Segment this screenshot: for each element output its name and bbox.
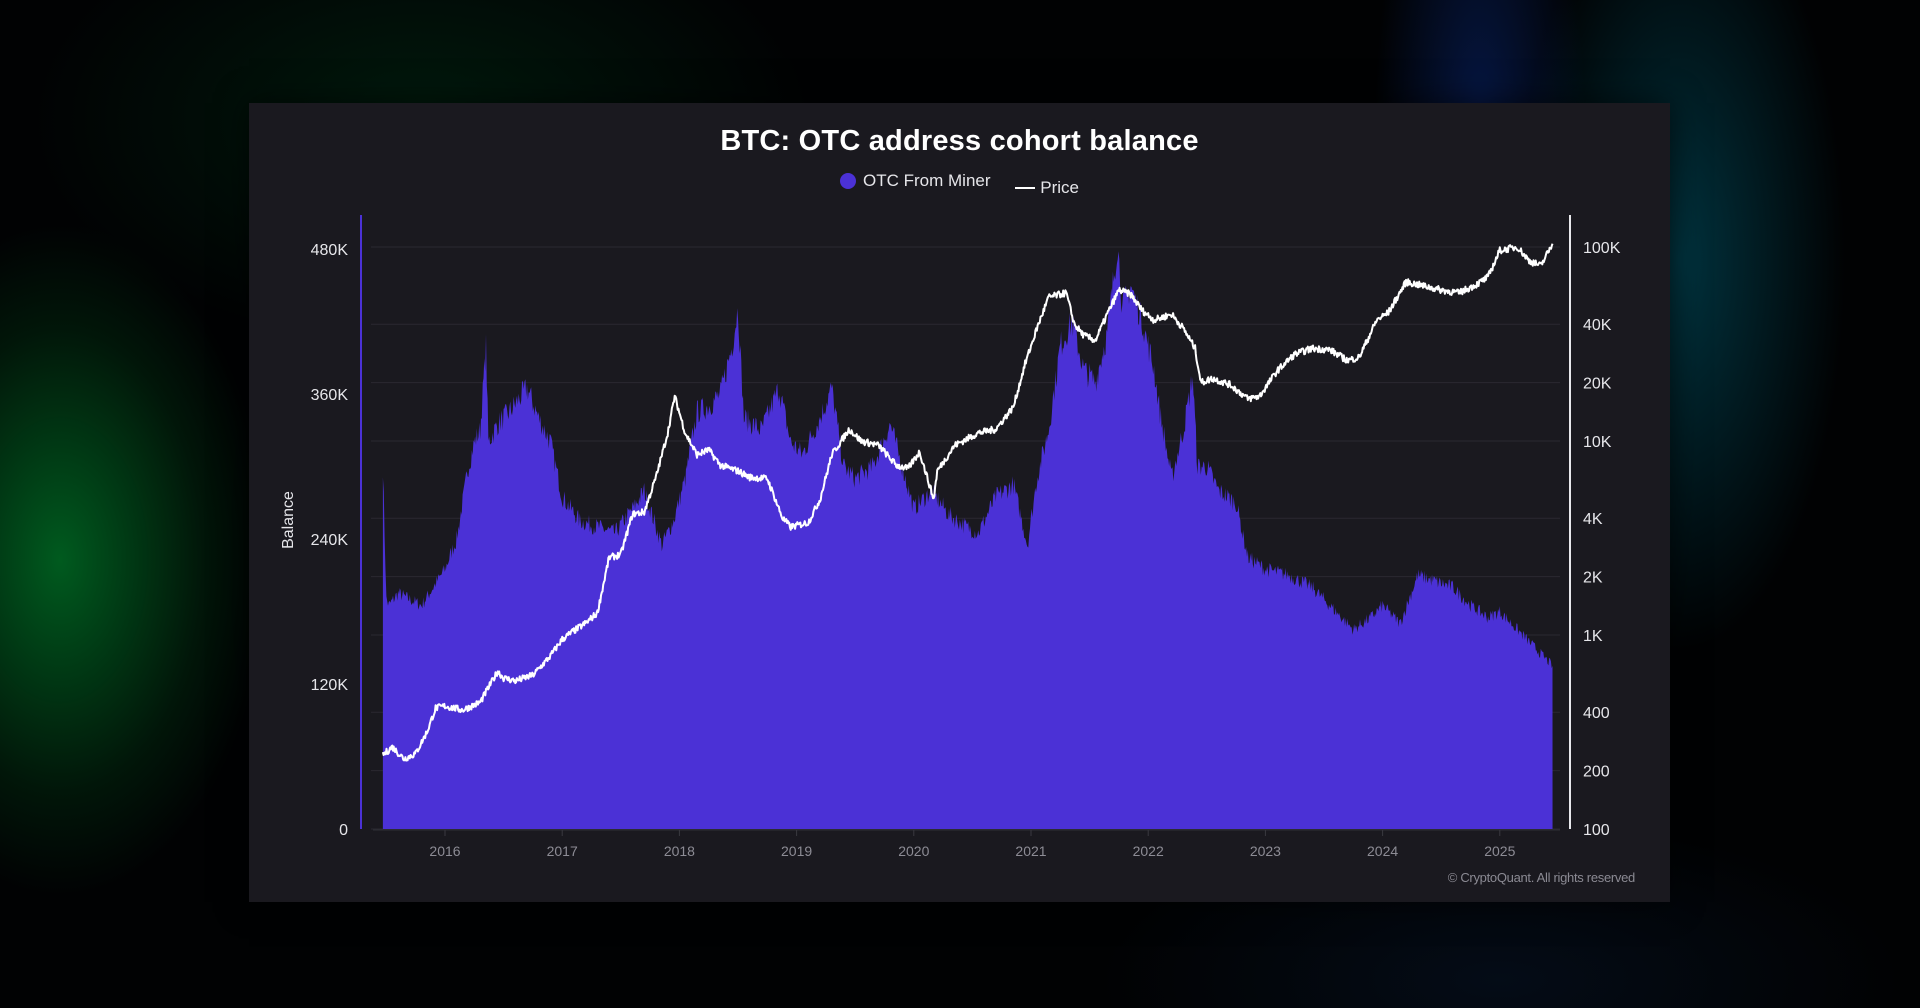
y-right-tick-label: 100 [1583, 822, 1610, 839]
y-right-tick-label: 10K [1583, 434, 1612, 451]
legend-dot-icon [840, 173, 857, 189]
legend-label: OTC From Miner [863, 171, 991, 190]
x-tick-label: 2017 [547, 843, 578, 859]
chart-title: BTC: OTC address cohort balance [720, 125, 1199, 157]
legend-item-otc-from-miner[interactable]: OTC From Miner [840, 171, 991, 191]
x-tick-label: 2022 [1133, 843, 1164, 859]
y-left-tick-label: 120K [311, 677, 349, 694]
y-right-tick-label: 400 [1583, 705, 1610, 722]
copyright-notice: © CryptoQuant. All rights reserved [1447, 870, 1636, 885]
x-tick-label: 2016 [429, 843, 460, 859]
y-right-tick-label: 100K [1583, 240, 1621, 257]
axes [360, 215, 1571, 831]
y-right-tick-label: 40K [1583, 317, 1612, 334]
y-right-tick-label: 200 [1583, 764, 1610, 781]
price-line [381, 243, 1554, 762]
balance-area-series [382, 251, 1553, 829]
balance-area [382, 251, 1553, 829]
y-right-tick-label: 4K [1583, 511, 1603, 528]
y-right-tick-label: 2K [1583, 570, 1603, 587]
x-tick-label: 2024 [1367, 843, 1398, 859]
x-tick-label: 2018 [664, 843, 695, 859]
y-left-tick-label: 0 [339, 822, 348, 839]
legend-item-price[interactable]: Price [1015, 178, 1079, 198]
y-left-tick-label: 360K [311, 387, 349, 404]
x-tick-label: 2025 [1484, 843, 1515, 859]
y-right-tick-label: 1K [1583, 628, 1603, 645]
legend-label: Price [1040, 178, 1079, 197]
y-axis-right-ticks: 100 200 400 1K 2K 4K 10K 20K 40K 100K [1583, 240, 1621, 839]
x-tick-label: 2019 [781, 843, 812, 859]
legend-line-icon [1015, 187, 1036, 189]
y-right-tick-label: 20K [1583, 376, 1612, 393]
x-tick-label: 2021 [1015, 843, 1046, 859]
chart-legend: OTC From Miner Price [249, 171, 1670, 198]
x-axis-ticks: 2016 2017 2018 2019 2020 2021 2022 2023 2024 2025 [429, 830, 1516, 859]
y-axis-left-ticks: 0 120K 240K 360K 480K [311, 242, 349, 839]
price-line-series [381, 243, 1554, 762]
x-tick-label: 2020 [898, 843, 929, 859]
x-tick-label: 2023 [1250, 843, 1281, 859]
y-left-tick-label: 480K [311, 242, 349, 259]
y-left-tick-label: 240K [311, 532, 349, 549]
